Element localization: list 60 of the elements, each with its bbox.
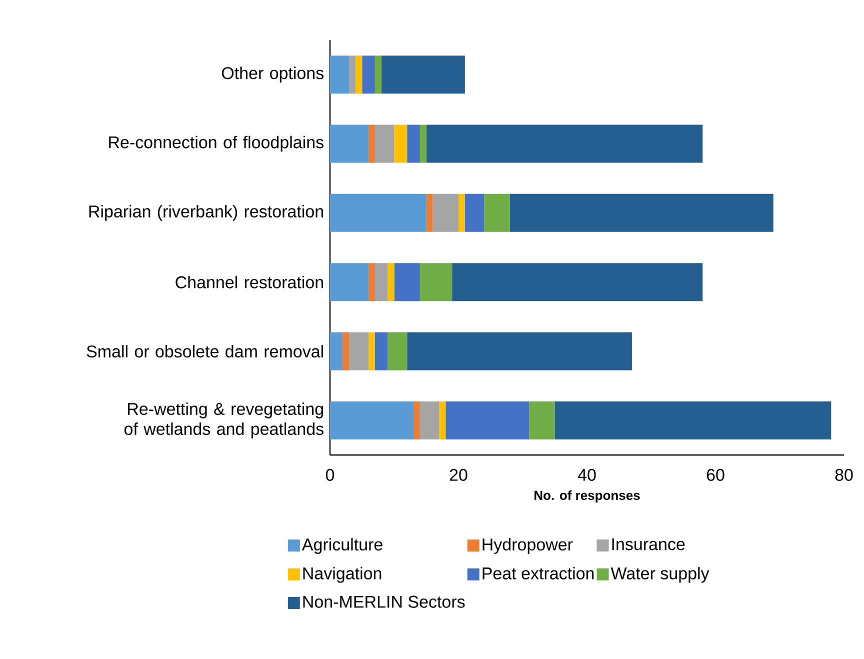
legend-label: Agriculture (302, 538, 382, 554)
y-tick-label: Re-wetting & revegetating of wetlands and peatlands (124, 402, 324, 438)
bar (464, 194, 484, 232)
bar (381, 56, 465, 94)
bar (446, 401, 530, 440)
x-tick-label: 80 (835, 468, 853, 481)
legend-label: Water supply (610, 566, 710, 583)
y-tick-label: Channel restoration (176, 276, 323, 288)
bar (330, 194, 426, 232)
y-tick-label: Re-connection of floodplains (109, 136, 324, 152)
bar (388, 332, 408, 370)
y-tick-label: Riparian (riverbank) restoration (89, 205, 323, 221)
bar (330, 124, 369, 163)
bar (426, 124, 703, 163)
bar (407, 332, 632, 370)
bar (330, 56, 350, 94)
x-tick-label: 20 (450, 468, 468, 481)
y-tick-label: Other options (222, 66, 324, 83)
bar (342, 332, 350, 370)
legend-label: Non-MERLIN Sectors (303, 596, 465, 608)
bar (356, 56, 362, 94)
legend-label: Navigation (303, 566, 382, 583)
bar (330, 401, 414, 440)
y-tick-label: Small or obsolete dam removal (86, 345, 323, 358)
bar (510, 194, 774, 232)
bar (374, 263, 388, 302)
bar (458, 194, 465, 232)
legend-label: Insurance (612, 538, 685, 550)
x-tick-label: 60 (706, 468, 724, 481)
x-tick-label: 0 (326, 468, 334, 481)
bar (374, 124, 394, 163)
bar (426, 194, 433, 232)
bar (394, 124, 408, 163)
bar (368, 263, 375, 302)
bar (554, 401, 832, 440)
bar (420, 263, 452, 302)
bar (414, 401, 420, 440)
bar (420, 401, 440, 440)
bar (349, 56, 356, 94)
legend-label: Peat extraction (482, 566, 594, 580)
bar (349, 332, 369, 370)
bar (362, 56, 375, 94)
bar (529, 401, 555, 440)
x-axis-title: No. of responses (534, 490, 640, 503)
bar (374, 332, 388, 370)
bar (330, 263, 369, 302)
bar (330, 332, 343, 370)
bar (407, 124, 420, 163)
bar (420, 124, 426, 163)
bar (484, 194, 510, 232)
legend-label: Hydropower (482, 538, 573, 554)
x-tick-label: 40 (578, 468, 596, 481)
bar (439, 401, 446, 440)
bar (388, 263, 394, 302)
bar (432, 194, 458, 232)
bar (452, 263, 703, 302)
bar (368, 332, 375, 370)
bar (394, 263, 420, 302)
bar (374, 56, 382, 94)
bar (368, 124, 375, 163)
